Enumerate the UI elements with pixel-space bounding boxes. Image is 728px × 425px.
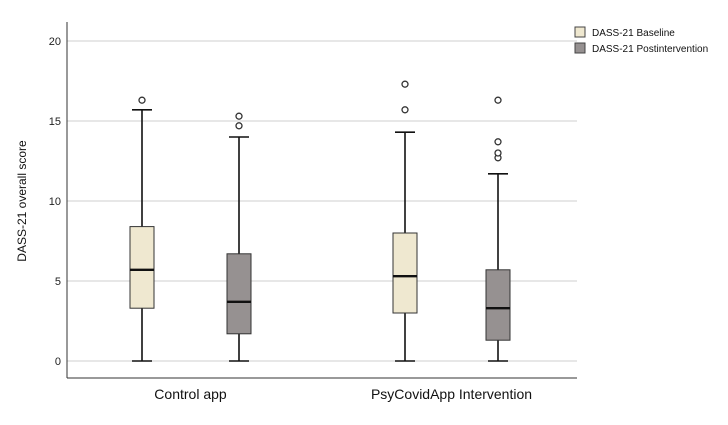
iqr-box (392, 232, 418, 314)
y-axis-title: DASS-21 overall score (15, 140, 29, 262)
outlier-point (235, 122, 243, 130)
box-0-1 (226, 112, 252, 362)
box-0-0 (129, 96, 155, 362)
legend-swatch (574, 26, 586, 38)
y-axis-ticks: 0 5 10 15 20 (49, 36, 61, 368)
box-1-1 (485, 96, 511, 362)
x-category-label: PsyCovidApp Intervention (371, 386, 532, 402)
y-tick-label: 15 (49, 116, 61, 128)
y-tick-label: 10 (49, 196, 61, 208)
outlier-point (401, 80, 409, 88)
y-tick-label: 0 (55, 356, 61, 368)
legend-label: DASS-21 Postintervention (592, 44, 708, 55)
outlier-point (235, 112, 243, 120)
box-1-0 (392, 80, 418, 362)
box-series (129, 80, 511, 362)
outlier-point (494, 96, 502, 104)
outlier-point (401, 106, 409, 114)
iqr-box (485, 269, 511, 341)
iqr-box (226, 253, 252, 335)
outlier-point (494, 138, 502, 146)
legend: DASS-21 Baseline DASS-21 Postintervention (574, 26, 708, 55)
x-axis-categories: Control app PsyCovidApp Intervention (154, 386, 532, 402)
x-category-label: Control app (154, 386, 227, 402)
legend-label: DASS-21 Baseline (592, 28, 675, 39)
legend-swatch (574, 42, 586, 54)
iqr-box (129, 226, 155, 309)
y-tick-label: 5 (55, 276, 61, 288)
y-tick-label: 20 (49, 36, 61, 48)
outlier-point (494, 149, 502, 157)
outlier-point (138, 96, 146, 104)
